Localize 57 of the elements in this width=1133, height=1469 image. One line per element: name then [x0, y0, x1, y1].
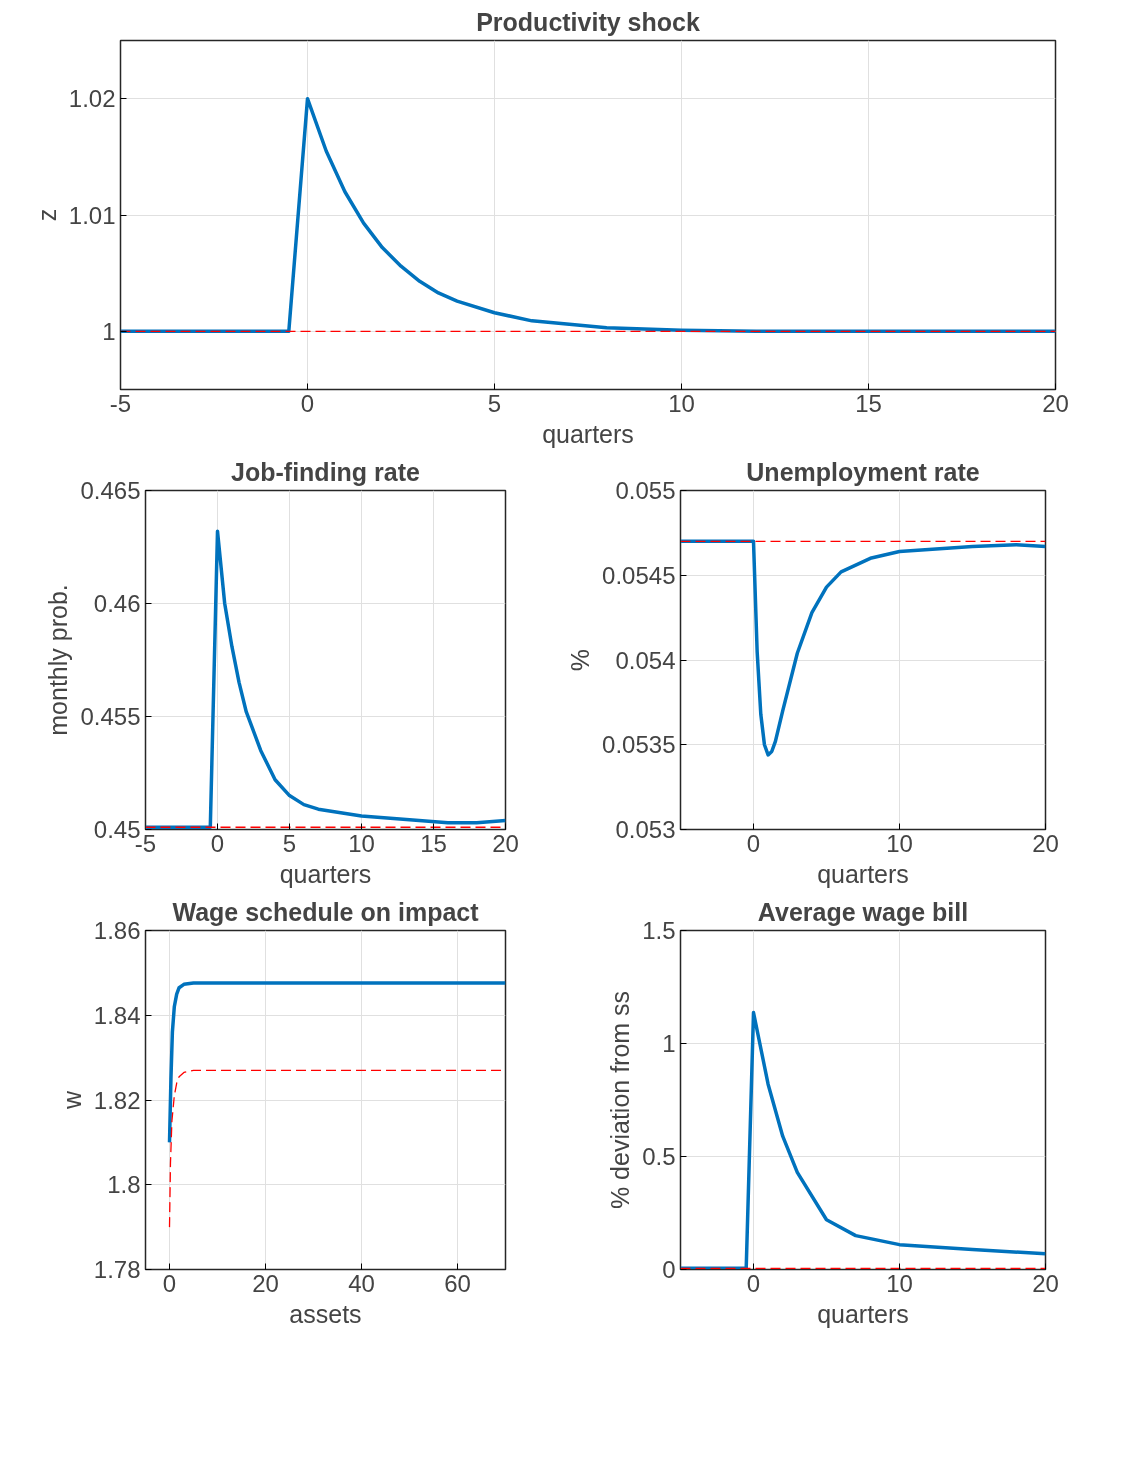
- x-tick-label: -5: [109, 389, 132, 417]
- y-tick-label: 0.054: [615, 646, 676, 674]
- x-tick-label: 20: [1032, 829, 1059, 857]
- y-tick-label: 1.01: [68, 201, 116, 229]
- x-tick-label: 40: [348, 1269, 375, 1297]
- chart-title: Average wage bill: [757, 897, 969, 926]
- x-tick-label: 0: [210, 829, 225, 857]
- y-tick-label: 1: [662, 1030, 676, 1057]
- x-tick-label: 20: [1042, 389, 1069, 417]
- y-tick-label: 0.465: [80, 477, 141, 504]
- y-tick-label: 1.84: [93, 1001, 141, 1029]
- x-tick-label: 60: [444, 1269, 471, 1297]
- y-axis-title: z: [32, 208, 61, 222]
- y-axis-title: monthly prob.: [44, 584, 73, 736]
- y-tick-label: 0.053: [615, 816, 676, 843]
- x-tick-label: 0: [162, 1269, 177, 1297]
- y-tick-label: 1.78: [93, 1256, 141, 1283]
- x-tick-label: 15: [855, 389, 882, 417]
- y-tick-label: 0.46: [93, 590, 141, 617]
- x-tick-label: 5: [282, 829, 297, 857]
- y-axis-title: % deviation from ss: [606, 990, 635, 1210]
- x-tick-label: 10: [348, 829, 375, 857]
- y-tick-label: 0.0535: [602, 731, 676, 759]
- x-axis-title: quarters: [279, 859, 372, 888]
- y-tick-label: 0.055: [615, 477, 676, 504]
- y-tick-label: 1.86: [93, 917, 141, 944]
- chart-title: Job-finding rate: [231, 457, 421, 486]
- x-tick-label: 10: [886, 1269, 913, 1297]
- x-axis-title: quarters: [542, 419, 634, 448]
- x-tick-label: 15: [420, 829, 447, 857]
- x-tick-label: 10: [668, 389, 695, 417]
- x-tick-label: 5: [487, 389, 502, 417]
- line-series: [167, 981, 506, 1145]
- y-tick-label: 1.82: [93, 1086, 141, 1114]
- x-axis-title: quarters: [817, 1299, 909, 1328]
- x-tick-label: 0: [300, 389, 315, 417]
- y-tick-label: 1.5: [642, 917, 676, 944]
- chart-title: Wage schedule on impact: [172, 897, 480, 926]
- x-tick-label: 20: [492, 829, 519, 857]
- y-axis-title: w: [57, 1090, 86, 1111]
- line-series: [680, 539, 1046, 757]
- y-tick-label: 1.8: [107, 1171, 141, 1199]
- y-axis-title: %: [566, 648, 595, 672]
- x-tick-label: 0: [746, 1269, 761, 1297]
- x-tick-label: 20: [252, 1269, 279, 1297]
- y-tick-label: 0.5: [642, 1143, 676, 1170]
- y-tick-label: 0.455: [80, 703, 141, 730]
- y-tick-label: 1: [102, 317, 116, 345]
- chart-title: Productivity shock: [476, 7, 700, 36]
- chart-title: Unemployment rate: [746, 457, 980, 486]
- x-tick-label: 0: [746, 829, 761, 857]
- x-axis-title: assets: [289, 1299, 362, 1328]
- x-tick-label: 20: [1032, 1269, 1059, 1297]
- y-tick-label: 1.02: [68, 85, 116, 113]
- x-tick-label: 10: [886, 829, 913, 857]
- y-tick-label: 0.0545: [602, 561, 676, 589]
- x-axis-title: quarters: [817, 859, 909, 888]
